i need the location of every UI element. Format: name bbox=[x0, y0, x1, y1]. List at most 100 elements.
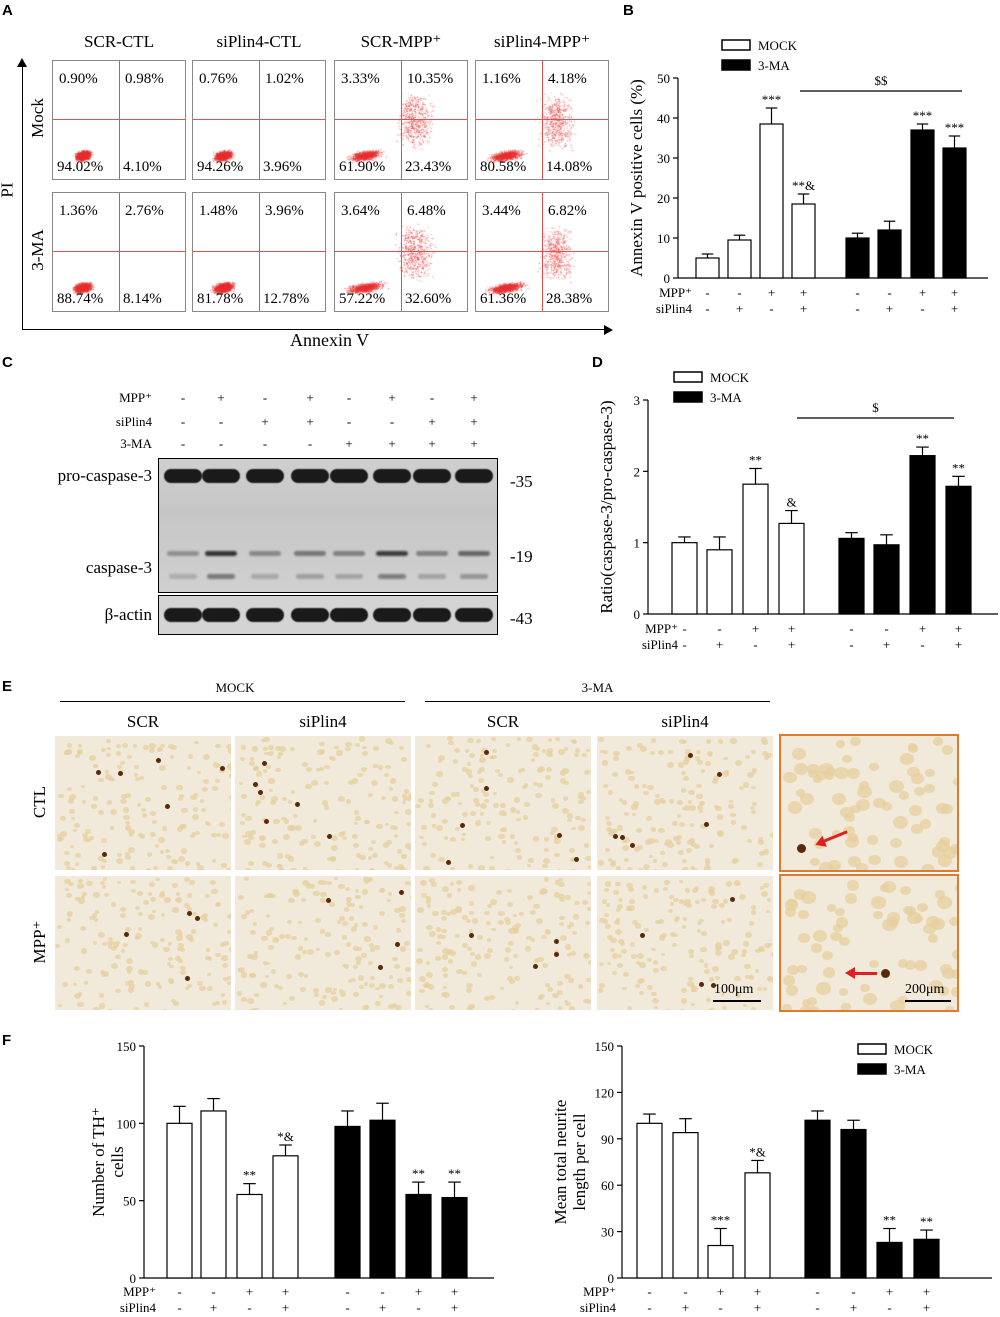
cell bbox=[81, 948, 88, 954]
cell bbox=[470, 951, 475, 956]
cell bbox=[324, 765, 330, 770]
bar bbox=[672, 1132, 699, 1279]
cell bbox=[91, 913, 98, 918]
cell bbox=[93, 1006, 100, 1010]
cell bbox=[245, 831, 252, 837]
cell bbox=[199, 799, 205, 803]
cell bbox=[121, 794, 127, 800]
cell bbox=[533, 781, 539, 786]
y-axis-label: PI bbox=[0, 182, 17, 198]
cell bbox=[262, 961, 268, 965]
cell bbox=[626, 882, 633, 889]
cell bbox=[158, 747, 163, 752]
cell bbox=[648, 854, 654, 859]
cell bbox=[405, 881, 410, 885]
y-tick-label: 20 bbox=[657, 191, 670, 206]
cell bbox=[538, 994, 543, 999]
cell bbox=[672, 820, 679, 826]
cell bbox=[750, 905, 756, 910]
cell bbox=[396, 978, 403, 984]
condition-sign: - bbox=[920, 301, 924, 316]
cell bbox=[80, 925, 87, 931]
th-neuron bbox=[123, 932, 129, 938]
cell bbox=[249, 761, 256, 766]
cell bbox=[641, 783, 648, 789]
cell bbox=[111, 778, 116, 782]
cell bbox=[134, 906, 140, 911]
cell bbox=[227, 930, 231, 934]
cell bbox=[537, 767, 544, 773]
cell bbox=[480, 753, 485, 758]
cell bbox=[140, 807, 146, 812]
cell bbox=[416, 958, 424, 964]
cell bbox=[451, 792, 457, 797]
th-neuron bbox=[710, 983, 716, 989]
cell bbox=[821, 951, 833, 961]
cell bbox=[636, 960, 642, 965]
cell bbox=[356, 946, 362, 952]
cell bbox=[203, 753, 210, 760]
cell bbox=[643, 864, 650, 870]
significance-label: *** bbox=[762, 92, 782, 107]
cell bbox=[100, 865, 106, 870]
cell bbox=[686, 839, 693, 846]
band-beta-actin bbox=[455, 608, 493, 622]
cell bbox=[348, 979, 353, 983]
cell bbox=[603, 912, 610, 918]
cell bbox=[124, 854, 131, 860]
cell bbox=[299, 986, 307, 993]
cell bbox=[766, 898, 772, 903]
cell bbox=[212, 1001, 217, 1006]
cell bbox=[395, 927, 402, 933]
cell bbox=[254, 801, 260, 806]
significance-label: ** bbox=[243, 1168, 256, 1183]
cell bbox=[723, 940, 730, 946]
cell bbox=[199, 986, 206, 992]
blot-condition-sign: + bbox=[388, 436, 396, 451]
cell bbox=[781, 1004, 792, 1010]
significance-label: ** bbox=[952, 460, 965, 475]
cell bbox=[605, 827, 613, 833]
cell bbox=[354, 955, 362, 962]
cell bbox=[294, 824, 302, 831]
cell bbox=[471, 917, 479, 924]
cell bbox=[834, 907, 845, 917]
cell bbox=[478, 757, 486, 764]
cell bbox=[368, 846, 374, 852]
cell bbox=[287, 800, 292, 805]
cell bbox=[120, 948, 126, 953]
cell bbox=[275, 767, 281, 773]
cell bbox=[72, 828, 78, 833]
blot-condition-sign: - bbox=[180, 436, 186, 451]
cell bbox=[523, 802, 531, 808]
th-neuron bbox=[573, 857, 579, 863]
cell bbox=[313, 988, 319, 993]
cell bbox=[345, 798, 352, 804]
cell bbox=[677, 849, 685, 856]
cell bbox=[762, 849, 770, 855]
cell bbox=[606, 821, 612, 826]
cell bbox=[634, 784, 640, 789]
cell bbox=[460, 837, 466, 842]
condition-sign: + bbox=[951, 285, 958, 300]
cell bbox=[137, 927, 143, 932]
cell bbox=[227, 980, 231, 985]
cell bbox=[386, 863, 392, 868]
bar bbox=[838, 537, 865, 615]
cell bbox=[229, 947, 231, 952]
cell bbox=[850, 804, 861, 814]
cell bbox=[271, 796, 278, 802]
cell bbox=[494, 769, 500, 774]
th-neuron bbox=[117, 771, 123, 777]
cell bbox=[708, 843, 714, 848]
cell bbox=[697, 805, 703, 810]
cell bbox=[420, 892, 427, 898]
flow-q-upper-left: 0.76% bbox=[199, 71, 238, 87]
blot-condition-sign: - bbox=[180, 414, 186, 429]
cell bbox=[59, 836, 64, 841]
cell bbox=[902, 905, 913, 914]
cell bbox=[429, 790, 435, 796]
cell bbox=[526, 736, 534, 743]
cell bbox=[173, 1001, 180, 1007]
